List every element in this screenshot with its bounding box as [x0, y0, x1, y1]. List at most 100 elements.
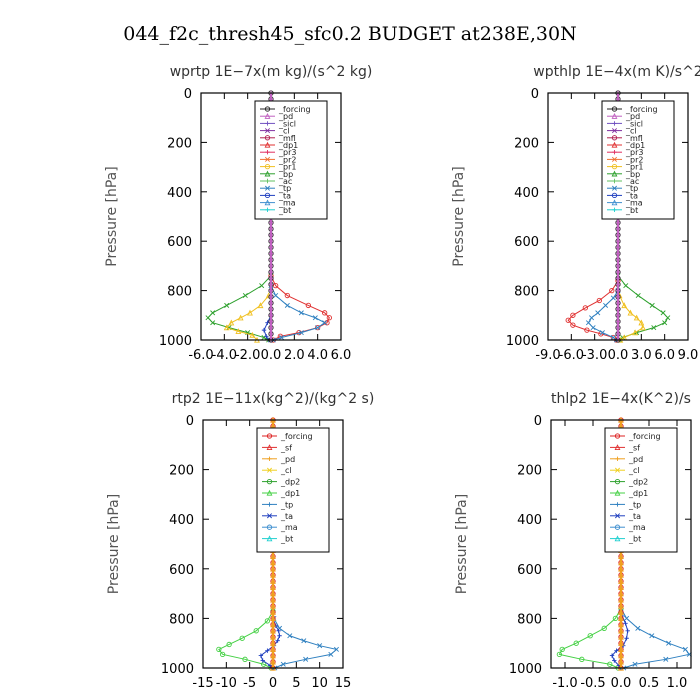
- legend-marker: [264, 199, 271, 206]
- data-point: [570, 312, 576, 318]
- series-tp: [268, 283, 328, 343]
- data-point: [615, 325, 621, 330]
- data-point: [585, 320, 591, 326]
- data-point: [615, 313, 621, 318]
- legend-marker: [611, 128, 618, 134]
- data-point: [615, 220, 621, 225]
- data-point: [610, 295, 616, 301]
- legend-entry: _forcing: [625, 105, 658, 114]
- series-line: [558, 608, 622, 669]
- data-point: [270, 584, 276, 591]
- series-tp: [585, 288, 621, 343]
- legend-entry: _ta: [280, 512, 293, 521]
- data-point: [270, 658, 276, 665]
- data-point: [278, 335, 285, 341]
- data-point: [590, 325, 596, 331]
- data-point: [270, 639, 276, 646]
- data-point: [615, 251, 621, 256]
- legend-marker: [266, 478, 273, 485]
- data-point: [618, 615, 624, 622]
- legend-marker: [611, 163, 618, 170]
- data-point: [298, 310, 304, 316]
- data-point: [242, 656, 248, 662]
- y-tick-label: 200: [514, 136, 539, 151]
- data-point: [264, 334, 269, 339]
- legend-marker: [264, 112, 271, 119]
- data-point: [277, 633, 282, 638]
- legend-entry: _pr2: [625, 155, 643, 164]
- data-point: [615, 319, 621, 324]
- data-point: [615, 276, 621, 281]
- data-point: [270, 565, 276, 572]
- x-tick-label: -1.0: [552, 676, 577, 691]
- panel-1: wprtp 1E−7x(m kg)/(s^2 kg) Pressure [hPa]…: [104, 64, 372, 363]
- legend-marker: [614, 444, 621, 451]
- data-point: [607, 661, 613, 667]
- legend-entry: _tp: [278, 184, 291, 193]
- series-line: [611, 615, 629, 669]
- data-point: [638, 319, 645, 326]
- legend-entry: _pd: [625, 112, 640, 121]
- legend-marker: [614, 467, 621, 473]
- legend-marker: [612, 150, 617, 155]
- data-point: [298, 330, 304, 336]
- x-tick-label: 1.0: [667, 676, 688, 691]
- data-point: [621, 302, 628, 309]
- data-point: [268, 269, 274, 275]
- panel-title: rtp2 1E−11x(kg^2)/(kg^2 s): [172, 391, 375, 407]
- data-point: [268, 663, 273, 668]
- legend-box: [256, 427, 330, 553]
- x-tick-label: -10: [216, 676, 237, 691]
- x-tick-label: 6.0: [654, 348, 675, 363]
- legend-marker: [612, 207, 617, 212]
- y-tick-label: 800: [517, 612, 542, 627]
- legend-entry: _bt: [278, 206, 291, 215]
- legend-entry: _ta: [628, 512, 641, 521]
- legend-entry: _dp2: [628, 478, 648, 487]
- plot-frame: [202, 419, 344, 669]
- data-point: [270, 571, 276, 578]
- legend-entry: _pr3: [625, 148, 643, 157]
- data-point: [317, 643, 323, 649]
- legend-marker: [266, 433, 273, 439]
- data-point: [237, 314, 244, 321]
- data-point: [210, 310, 216, 316]
- data-point: [615, 288, 621, 293]
- data-point: [270, 596, 276, 603]
- data-point: [618, 571, 624, 578]
- legend-marker: [611, 185, 618, 191]
- data-point: [639, 324, 646, 331]
- data-point: [315, 324, 321, 331]
- legend-marker: [265, 207, 270, 212]
- data-point: [632, 661, 638, 667]
- data-point: [618, 621, 624, 628]
- data-point: [595, 310, 601, 316]
- series-tp: [271, 615, 339, 671]
- legend-entry: _ta: [278, 191, 291, 200]
- legend-marker: [611, 112, 618, 119]
- data-point: [649, 633, 655, 639]
- legend-entry: _forcing: [280, 432, 313, 441]
- x-tick-label: 15: [335, 676, 352, 691]
- legend-marker: [612, 121, 617, 126]
- y-axis-label: Pressure [hPa]: [451, 166, 467, 266]
- legend-entry: _tp: [280, 500, 293, 509]
- data-point: [270, 559, 276, 566]
- data-point: [666, 640, 672, 646]
- series-ta: [258, 616, 282, 671]
- data-point: [268, 263, 274, 269]
- data-point: [276, 628, 281, 633]
- y-tick-label: 600: [514, 235, 539, 250]
- data-point: [328, 651, 334, 657]
- data-point: [615, 232, 621, 238]
- data-point: [618, 639, 624, 646]
- y-tick-label: 600: [169, 563, 194, 578]
- data-point: [280, 661, 286, 667]
- data-point: [224, 302, 230, 308]
- data-point: [287, 633, 293, 639]
- series-line: [218, 610, 274, 669]
- legend-marker: [266, 524, 273, 530]
- data-point: [260, 658, 265, 663]
- data-point: [579, 656, 585, 662]
- data-point: [573, 640, 579, 646]
